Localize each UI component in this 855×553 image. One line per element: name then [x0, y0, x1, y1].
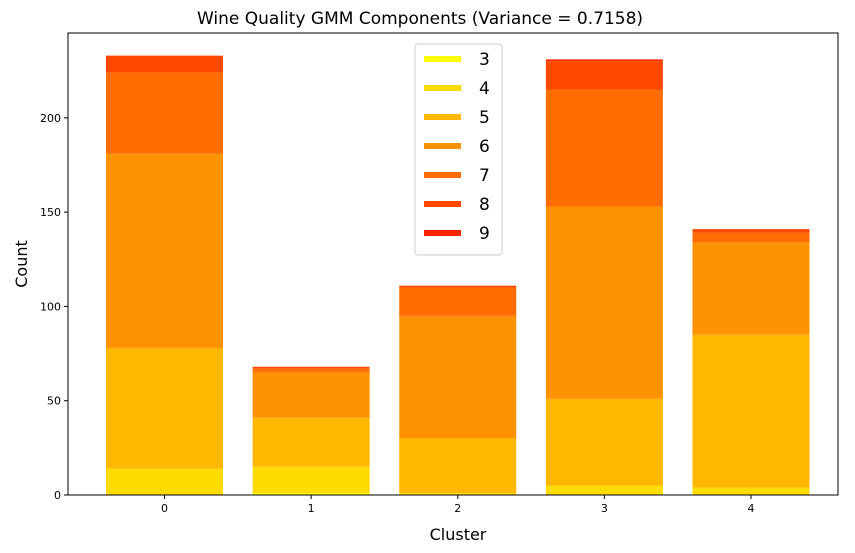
bar-segment-cluster-1-quality-6: [252, 372, 370, 418]
legend-label: 7: [479, 166, 490, 186]
x-tick-label: 4: [748, 502, 755, 515]
bar-segment-cluster-4-quality-5: [692, 334, 810, 488]
bar-segment-cluster-4-quality-7: [692, 232, 810, 243]
bar-segment-cluster-3-quality-4: [545, 485, 663, 495]
legend-label: 4: [479, 79, 490, 99]
legend: 3 4 5 6 7 8 9: [414, 43, 503, 256]
x-axis-label: Cluster: [430, 525, 487, 544]
x-tick-label: 2: [454, 502, 461, 515]
legend-label: 8: [479, 195, 490, 215]
bar-segment-cluster-1-quality-5: [252, 417, 370, 467]
bar-segment-cluster-3-quality-9: [545, 59, 663, 62]
bar-segment-cluster-0-quality-6: [106, 153, 223, 348]
y-tick-label: 100: [40, 300, 61, 313]
y-tick-label: 200: [40, 112, 61, 125]
x-axis: 0 1 2 3 4: [161, 495, 755, 515]
bar-segment-cluster-4-quality-4: [692, 487, 810, 495]
x-tick-label: 1: [308, 502, 315, 515]
bar-segment-cluster-1-quality-7: [252, 368, 370, 373]
bar-segment-cluster-0-quality-8: [106, 55, 223, 73]
y-tick-label: 0: [54, 489, 61, 502]
plot-frame: [67, 32, 839, 496]
legend-label: 9: [479, 224, 490, 244]
bar-segment-cluster-1-quality-8: [252, 366, 370, 369]
x-tick-label: 3: [601, 502, 608, 515]
bars-group: [106, 55, 810, 495]
bar-segment-cluster-4-quality-6: [692, 242, 810, 335]
bar-segment-cluster-0-quality-7: [106, 72, 223, 154]
legend-label: 6: [479, 137, 490, 157]
y-axis-label: Count: [12, 240, 31, 288]
bar-segment-cluster-4-quality-8: [692, 229, 810, 233]
x-tick-label: 0: [161, 502, 168, 515]
bar-segment-cluster-2-quality-4: [399, 493, 517, 495]
bar-segment-cluster-0-quality-5: [106, 347, 223, 469]
bar-segment-cluster-2-quality-7: [399, 287, 517, 316]
y-tick-label: 50: [47, 395, 61, 408]
bar-segment-cluster-3-quality-5: [545, 398, 663, 486]
bar-segment-cluster-1-quality-3: [252, 493, 370, 495]
bar-segment-cluster-3-quality-6: [545, 206, 663, 399]
bar-segment-cluster-2-quality-8: [399, 285, 517, 288]
legend-label: 3: [479, 50, 490, 70]
bar-segment-cluster-3-quality-7: [545, 89, 663, 207]
bar-segment-cluster-1-quality-4: [252, 466, 370, 494]
y-tick-label: 150: [40, 206, 61, 219]
bar-segment-cluster-0-quality-4: [106, 468, 223, 495]
bar-segment-cluster-2-quality-6: [399, 315, 517, 439]
chart-title: Wine Quality GMM Components (Variance = …: [197, 9, 643, 29]
y-axis: 0 50 100 150 200: [40, 112, 68, 502]
legend-label: 5: [479, 108, 490, 128]
bar-segment-cluster-3-quality-8: [545, 61, 663, 90]
bar-segment-cluster-2-quality-5: [399, 438, 517, 494]
